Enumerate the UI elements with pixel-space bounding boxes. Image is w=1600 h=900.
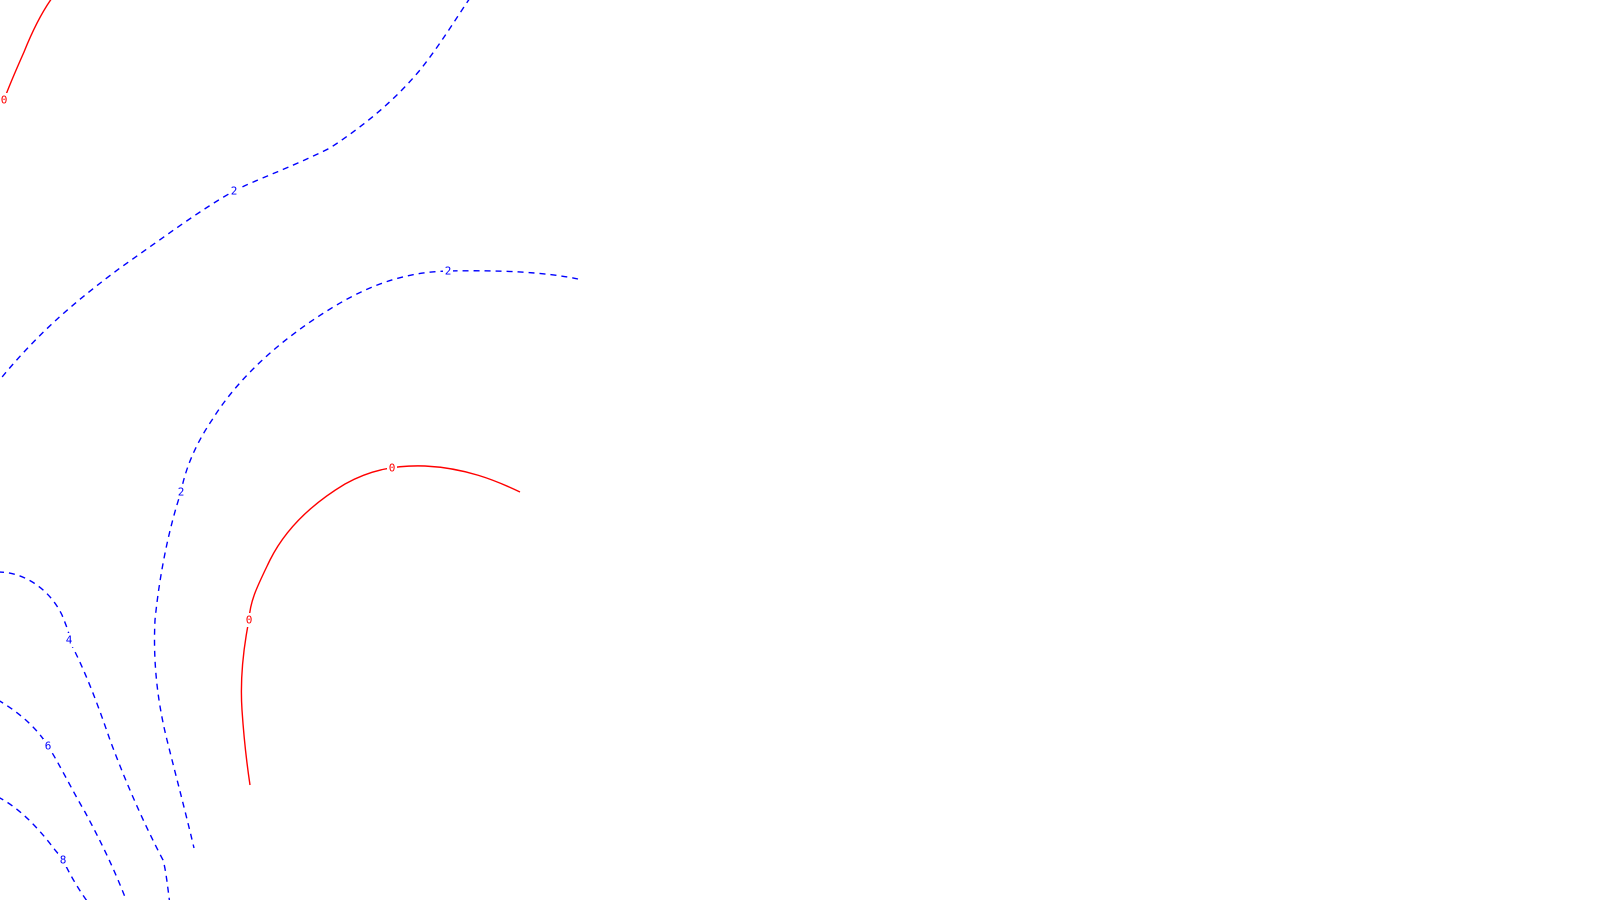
contour-label-mask <box>43 739 53 753</box>
contour-label-two-inner-1: 2 <box>445 265 452 278</box>
contour-label-two-inner-2: 2 <box>178 486 185 499</box>
contour-label-mask <box>443 264 453 278</box>
contour-labels: 0 2 2 2 0 0 4 6 8 <box>0 93 453 867</box>
contour-line-zero-arc <box>240 465 521 786</box>
contour-label-six-1: 6 <box>45 740 52 753</box>
contour-line-eight <box>0 797 88 900</box>
contour-label-four-1: 4 <box>66 634 73 647</box>
contour-label-zero-arc-2: 0 <box>246 614 253 627</box>
contour-label-zero-top-left-1: 0 <box>1 94 8 107</box>
contour-label-mask <box>229 184 239 198</box>
contour-label-eight-1: 8 <box>60 854 67 867</box>
contour-line-four <box>0 571 171 900</box>
contour-label-two-outer-1: 2 <box>231 185 238 198</box>
contour-label-mask <box>244 613 254 627</box>
contour-label-mask <box>176 485 186 499</box>
contour-label-mask <box>387 461 397 475</box>
contour-lines <box>0 0 579 900</box>
contour-line-zero-top-left <box>3 0 52 101</box>
contour-label-mask <box>64 633 74 647</box>
contour-label-zero-arc-1: 0 <box>389 462 396 475</box>
contour-line-six <box>0 700 127 900</box>
contour-label-mask <box>58 853 68 867</box>
contour-label-mask <box>0 93 9 107</box>
contour-line-two-inner <box>153 270 579 849</box>
